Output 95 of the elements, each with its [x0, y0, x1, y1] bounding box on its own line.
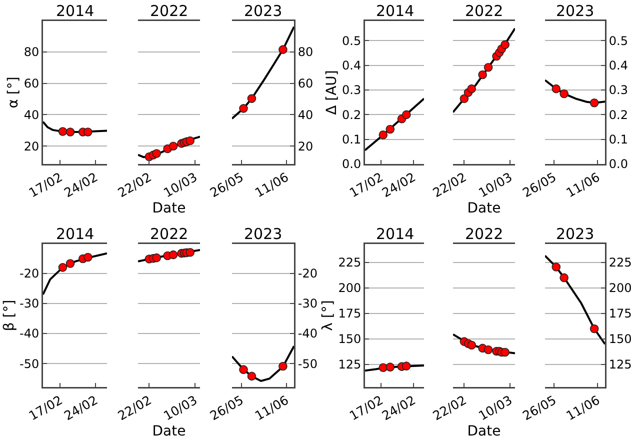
x-axis-title: Date	[467, 423, 501, 440]
chart-title: 2022	[150, 2, 188, 20]
point	[478, 70, 487, 80]
y-tick-label: -30	[298, 296, 318, 311]
point	[484, 62, 493, 72]
point	[239, 365, 248, 374]
y-tick-label: 0.0	[608, 157, 628, 172]
y-tick-label: -20	[19, 266, 40, 281]
y-tick-label: 80	[24, 45, 40, 60]
y-tick-label: 0.1	[608, 132, 628, 147]
y-tick-label: -30	[19, 296, 40, 311]
y-tick-label: -50	[298, 356, 318, 371]
y-tick-label: 125	[608, 358, 631, 372]
line-series	[545, 254, 605, 346]
y-tick-label: -20	[298, 266, 318, 281]
chart-title: 2014	[56, 2, 94, 20]
y-tick-label: 60	[24, 76, 40, 91]
chart-title: 2022	[465, 225, 504, 243]
x-axis-title: Date	[467, 200, 501, 216]
y-tick-label: 80	[298, 45, 314, 60]
point	[247, 372, 256, 381]
y-tick-label: 225	[338, 256, 362, 270]
point	[168, 250, 178, 260]
y-tick-label: 20	[298, 139, 314, 154]
y-tick-label: 175	[338, 306, 362, 321]
y-tick-label: 150	[338, 332, 362, 346]
point	[500, 348, 510, 357]
point	[560, 273, 568, 282]
chart-title: 2023	[244, 2, 282, 20]
y-tick-label: 0.2	[608, 108, 628, 122]
point	[378, 130, 388, 140]
point	[500, 40, 510, 50]
chart-title: 2023	[244, 225, 282, 243]
point	[66, 259, 75, 268]
point	[186, 136, 194, 146]
point	[278, 362, 288, 371]
y-tick-label: 0.1	[342, 132, 362, 147]
y-tick-label: 0.4	[342, 58, 362, 73]
y-tick-label: -40	[298, 326, 318, 341]
chart-title: 2023	[556, 225, 594, 243]
chart-title: 2022	[150, 225, 188, 243]
point	[186, 248, 194, 257]
point	[552, 262, 561, 272]
point	[58, 263, 68, 272]
y-tick-label: -40	[19, 326, 40, 341]
point	[247, 94, 256, 103]
y-tick-label: 40	[24, 108, 40, 122]
y-tick-label: 0.3	[608, 83, 628, 98]
y-tick-label: 40	[298, 108, 314, 122]
point	[168, 142, 178, 151]
point	[467, 84, 476, 94]
y-tick-label: 225	[608, 256, 631, 270]
point	[590, 98, 599, 108]
line-series	[232, 26, 294, 120]
x-axis-title: Date	[152, 200, 186, 216]
point	[84, 252, 92, 262]
y-tick-label: 150	[608, 332, 631, 346]
point	[467, 340, 476, 350]
y-tick-label: -50	[19, 356, 40, 371]
y-tick-label: 175	[608, 306, 631, 321]
point	[460, 94, 469, 104]
point	[152, 253, 161, 262]
y-tick-label: 200	[338, 281, 362, 296]
y-tick-label: 0.3	[342, 83, 362, 98]
y-axis-title: λ [°]	[320, 300, 336, 331]
chart-title: 2014	[56, 225, 94, 243]
y-tick-label: 200	[608, 281, 631, 296]
y-tick-label: 0.4	[608, 58, 628, 73]
line-series	[43, 252, 107, 296]
point	[386, 124, 395, 134]
point	[402, 110, 411, 120]
y-tick-label: 0.0	[342, 157, 362, 172]
y-tick-label: 60	[298, 76, 314, 91]
y-axis-title: Δ [AU]	[324, 70, 340, 115]
chart-title: 2023	[556, 2, 594, 20]
y-tick-label: 125	[338, 358, 362, 372]
point	[278, 45, 288, 54]
line-series	[232, 345, 294, 382]
point	[552, 84, 561, 94]
point	[152, 149, 161, 158]
y-axis-title: β [°]	[1, 300, 18, 332]
line-series	[365, 98, 424, 152]
point	[239, 104, 248, 113]
y-tick-label: 0.5	[608, 34, 628, 48]
x-axis-title: Date	[152, 423, 186, 440]
y-tick-label: 0.5	[342, 34, 362, 48]
chart-title: 2022	[465, 2, 504, 20]
chart-title: 2014	[376, 225, 414, 243]
y-tick-label: 0.2	[342, 108, 362, 122]
chart-title: 2014	[376, 2, 414, 20]
point	[590, 324, 599, 334]
point	[484, 345, 493, 354]
y-tick-label: 20	[24, 139, 40, 154]
point	[560, 89, 568, 98]
y-axis-title: α [°]	[6, 76, 22, 108]
